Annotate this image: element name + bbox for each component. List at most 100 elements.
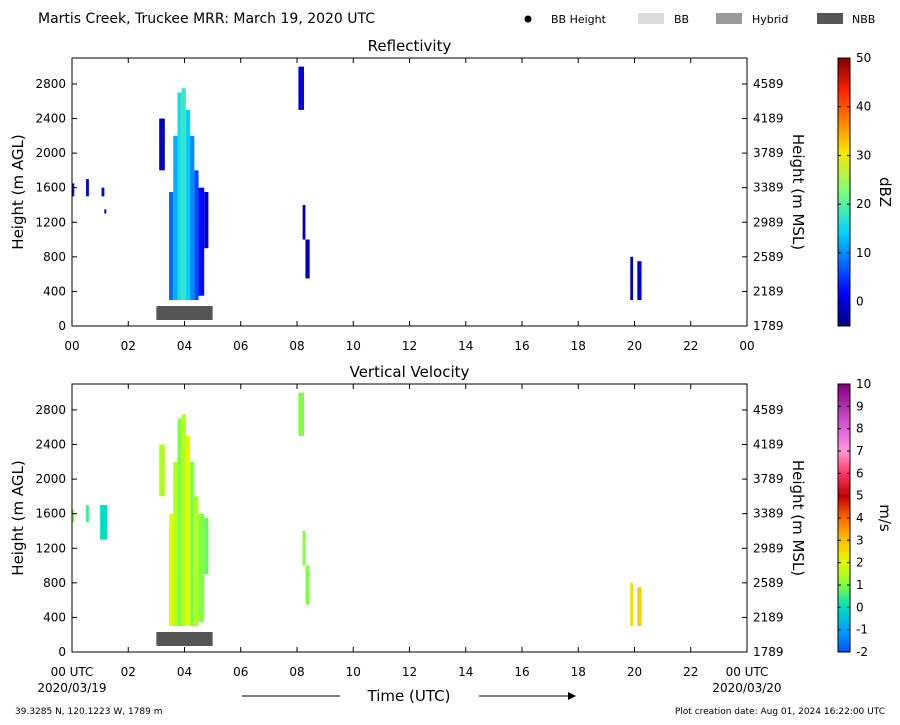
- colorbar-tick-label: -1: [856, 623, 868, 637]
- y-tick-label: 2000: [35, 146, 66, 160]
- y-tick-label: 800: [43, 576, 66, 590]
- echo-cell: [177, 418, 182, 627]
- colorbar-label: dBZ: [876, 177, 894, 207]
- echo-cell: [86, 505, 89, 523]
- legend-nbb-swatch: [817, 13, 843, 24]
- echo-cell: [204, 518, 209, 575]
- y-tick-label-right: 3389: [753, 181, 784, 195]
- x-tick-label: 10: [346, 339, 361, 353]
- echo-cell: [177, 92, 182, 301]
- time-axis-label: Time (UTC): [367, 687, 451, 705]
- echo-cell: [101, 187, 105, 197]
- end-date-label: 2020/03/20: [712, 681, 781, 695]
- x-tick-label: 00 UTC: [726, 665, 769, 679]
- nbb-bar: [156, 632, 213, 646]
- echo-cell: [194, 496, 199, 627]
- station-location: 39.3285 N, 120.1223 W, 1789 m: [15, 707, 163, 717]
- x-tick-label: 10: [346, 665, 361, 679]
- colorbar-tick-label: 2: [856, 556, 864, 570]
- colorbar-tick-label: -2: [856, 645, 868, 659]
- x-tick-label: 02: [121, 665, 136, 679]
- echo-cell: [159, 118, 165, 171]
- echo-cell: [72, 509, 75, 523]
- y-tick-label-right: 2589: [753, 576, 784, 590]
- y-tick-label-right: 2989: [753, 215, 784, 229]
- echo-cell: [181, 414, 186, 627]
- y-tick-label: 400: [43, 610, 66, 624]
- x-tick-label: 12: [402, 339, 417, 353]
- x-tick-label: 16: [514, 339, 529, 353]
- panel-title: Vertical Velocity: [350, 363, 470, 381]
- echo-cell: [302, 530, 306, 566]
- echo-cell: [190, 135, 195, 301]
- echo-cell: [169, 513, 174, 627]
- x-tick-label: 18: [571, 665, 586, 679]
- y-tick-label-right: 4589: [753, 77, 784, 91]
- y-axis-label: Height (m AGL): [9, 134, 27, 249]
- colorbar-tick-label: 8: [856, 422, 864, 436]
- y-tick-label: 2400: [35, 438, 66, 452]
- legend-bb-height-label: BB Height: [551, 13, 607, 26]
- legend-hybrid-swatch: [716, 13, 742, 24]
- y-tick-label-right: 4189: [753, 438, 784, 452]
- echo-cell: [173, 461, 178, 627]
- echo-cell: [86, 179, 89, 197]
- y-tick-label-right: 2589: [753, 250, 784, 264]
- x-tick-label: 22: [683, 665, 698, 679]
- x-tick-label: 14: [458, 665, 473, 679]
- x-tick-label: 00: [739, 339, 754, 353]
- x-tick-label: 04: [177, 339, 192, 353]
- echo-cell: [302, 204, 306, 240]
- x-tick-label: 20: [627, 665, 642, 679]
- colorbar-tick-label: 7: [856, 444, 864, 458]
- y-tick-label-right: 4589: [753, 403, 784, 417]
- x-tick-label: 16: [514, 665, 529, 679]
- echo-cell: [185, 109, 191, 301]
- echo-cell: [194, 170, 199, 301]
- y-axis-label-right: Height (m MSL): [789, 460, 807, 576]
- y-tick-label: 2800: [35, 77, 66, 91]
- echo-cell: [173, 135, 178, 301]
- x-tick-label: 00 UTC: [51, 665, 94, 679]
- figure-title: Martis Creek, Truckee MRR: March 19, 202…: [38, 11, 375, 27]
- echo-cell: [298, 66, 305, 110]
- echo-cell: [305, 565, 310, 605]
- x-tick-label: 22: [683, 339, 698, 353]
- x-tick-label: 06: [233, 339, 248, 353]
- colorbar-tick-label: 5: [856, 489, 864, 503]
- plot-creation-date: Plot creation date: Aug 01, 2024 16:22:0…: [675, 707, 885, 717]
- echo-cell: [72, 183, 75, 197]
- x-tick-label: 04: [177, 665, 192, 679]
- echo-cell: [630, 582, 634, 627]
- x-tick-label: 20: [627, 339, 642, 353]
- legend: BB Height BB Hybrid NBB: [524, 13, 875, 26]
- colorbar-tick-label: 10: [856, 246, 871, 260]
- echo-cell: [159, 444, 165, 497]
- echo-cell: [190, 461, 195, 627]
- y-tick-label-right: 1789: [753, 645, 784, 659]
- y-tick-label: 1600: [35, 507, 66, 521]
- colorbar: [837, 57, 851, 327]
- y-tick-label: 0: [58, 645, 66, 659]
- x-tick-label: 18: [571, 339, 586, 353]
- echo-cell: [100, 505, 108, 540]
- y-tick-label: 1200: [35, 215, 66, 229]
- colorbar-tick-label: 50: [856, 51, 871, 65]
- legend-bb-label: BB: [674, 13, 689, 26]
- echo-cell: [181, 88, 186, 301]
- colorbar-tick-label: 1: [856, 578, 864, 592]
- echo-cell: [169, 192, 174, 301]
- y-tick-label-right: 3789: [753, 146, 784, 160]
- echo-cell: [185, 435, 191, 627]
- colorbar-tick-label: 20: [856, 197, 871, 211]
- echo-cell: [104, 209, 107, 214]
- colorbar-tick-label: 4: [856, 511, 864, 525]
- echo-cell: [298, 392, 305, 436]
- y-tick-label-right: 2189: [753, 610, 784, 624]
- echo-cell: [305, 239, 310, 279]
- echo-cell: [637, 587, 642, 627]
- echo-cell: [637, 261, 642, 301]
